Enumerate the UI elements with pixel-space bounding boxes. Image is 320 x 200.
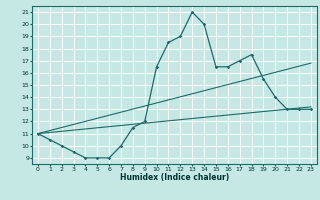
X-axis label: Humidex (Indice chaleur): Humidex (Indice chaleur) xyxy=(120,173,229,182)
